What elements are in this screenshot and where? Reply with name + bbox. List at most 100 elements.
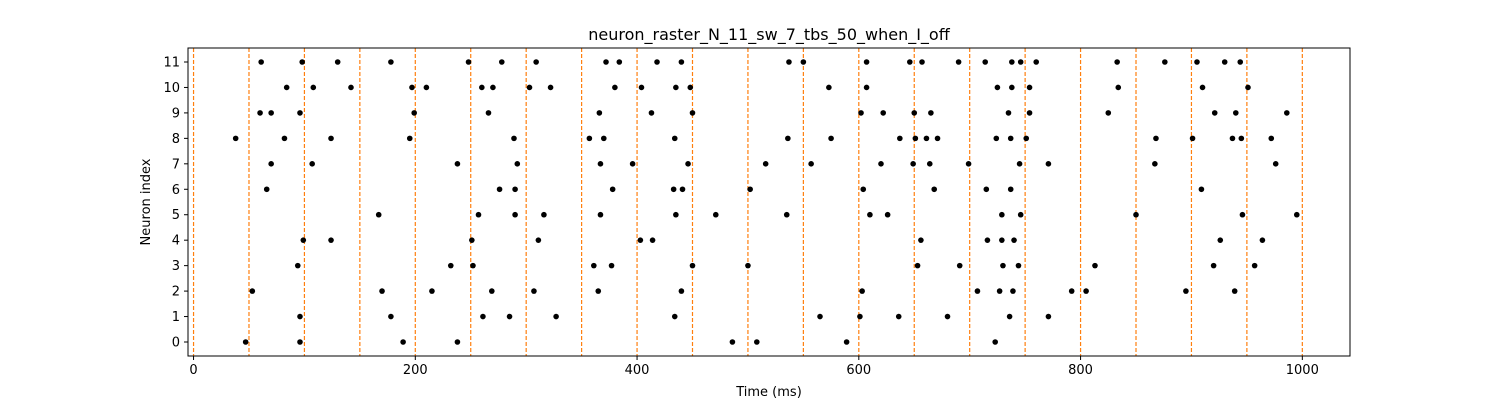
spike-point [400,339,406,345]
spike-point [678,59,685,65]
spike-point [911,110,918,116]
x-tick-label: 600 [846,363,871,378]
spike-point [974,288,981,294]
y-tick-label: 3 [172,259,180,274]
spike-point [297,339,303,345]
spike-point [931,186,938,193]
spike-point [747,186,753,193]
y-axis-ticks: 0 1 2 3 4 5 6 7 8 9 10 11 [163,56,188,351]
spike-point [375,211,382,218]
spike-point [1006,313,1013,320]
y-tick-label: 0 [172,336,180,351]
spike-point [867,211,873,218]
spike-point [1114,59,1120,65]
spike-point [982,59,989,65]
spike-point [411,110,417,116]
spike-point [541,211,547,218]
spike-point [1105,110,1112,116]
x-tick-label: 200 [403,363,428,378]
spike-point [1293,211,1300,218]
spike-point [863,84,870,91]
spike-point [334,59,341,65]
spike-point [300,237,307,243]
plot-frame [187,47,1351,357]
spike-point [511,135,517,142]
spike-point [934,135,941,142]
spike-point [469,237,475,243]
spike-point [423,84,430,91]
spike-point [1245,84,1251,91]
spike-point [1017,59,1024,65]
spike-point [409,84,415,91]
spike-point [1259,237,1266,243]
spike-point [1251,262,1258,269]
spike-point [616,59,623,65]
spike-point [783,211,790,218]
spike-point [745,262,751,269]
spike-point [993,135,1000,142]
y-tick-label: 10 [163,81,180,96]
spike-point [1198,186,1205,193]
y-tick-label: 8 [172,132,180,147]
spike-point [447,262,454,269]
spike-point [242,339,249,345]
spike-point [263,186,270,193]
spike-point [654,59,660,65]
spike-point [603,59,609,65]
spike-point [762,161,769,167]
spike-point [299,59,306,65]
spike-point [328,135,334,142]
y-tick-label: 5 [172,208,180,223]
spike-point [1229,135,1236,142]
spike-point [1189,135,1196,142]
spike-point [965,161,972,167]
spike-point [600,135,607,142]
spike-point [1045,161,1052,167]
spike-point [470,262,476,269]
spike-point [1033,59,1040,65]
spike-point [1283,110,1290,116]
spike-point [1231,288,1238,294]
spike-point [859,288,865,294]
spike-point [918,237,924,243]
spike-point [512,211,518,218]
spike-point [388,59,394,65]
spike-point [895,313,902,320]
spike-point [1010,288,1016,294]
spike-point [1005,110,1012,116]
spike-point [1232,110,1239,116]
spike-point [729,339,736,345]
spike-point [637,237,644,243]
chart-title: neuron_raster_N_11_sw_7_tbs_50_when_I_of… [588,25,950,45]
spike-point [907,59,913,65]
spike-point [249,288,256,294]
spike-point [638,84,645,91]
spike-point [926,161,933,167]
spike-point [496,186,503,193]
x-tick-label: 800 [1068,363,1093,378]
spike-point [944,313,951,320]
spike-point [328,237,334,243]
spike-point [526,84,533,91]
spike-point [612,84,618,91]
spike-point [689,262,696,269]
spike-point [1268,135,1275,142]
spike-point [955,59,962,65]
spike-point [258,59,264,65]
spike-point [379,288,385,294]
spike-point [857,313,863,320]
spike-point [1017,211,1024,218]
x-tick-label: 0 [189,363,197,378]
y-tick-label: 1 [172,310,180,325]
spike-point [1238,135,1245,142]
spike-point [257,110,263,116]
spike-point [858,110,864,116]
spike-point [1026,84,1033,91]
spike-point [689,110,696,116]
spike-point [928,110,934,116]
spike-point [1015,262,1022,269]
spike-point [1210,262,1217,269]
spike-point [863,59,870,65]
spike-point [983,186,990,193]
spike-point [1045,313,1052,320]
